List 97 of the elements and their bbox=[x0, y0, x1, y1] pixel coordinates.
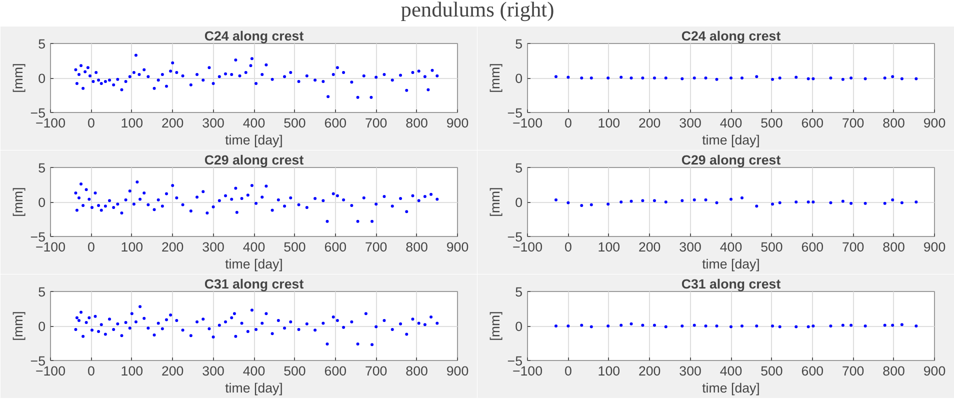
x-tick-label: 200 bbox=[161, 364, 184, 378]
x-axis-title: time [day] bbox=[702, 256, 760, 272]
x-tick-label: 100 bbox=[120, 240, 144, 254]
x-tick-label: 700 bbox=[364, 364, 388, 378]
x-tick-label: 700 bbox=[842, 116, 864, 130]
x-tick-label: 900 bbox=[923, 116, 946, 130]
x-tick-label: 100 bbox=[598, 364, 620, 378]
x-tick-label: 200 bbox=[161, 240, 184, 254]
y-tick-label: 5 bbox=[38, 36, 46, 52]
y-tick-label: 0 bbox=[515, 71, 523, 86]
x-tick-label: 300 bbox=[202, 364, 224, 378]
y-tick-label: −5 bbox=[30, 354, 46, 368]
y-axis-title: [mm] bbox=[10, 187, 26, 217]
y-tick-label: 5 bbox=[515, 284, 523, 300]
y-tick-label: 5 bbox=[38, 284, 46, 300]
x-tick-label: 100 bbox=[598, 116, 620, 130]
x-tick-label: 600 bbox=[801, 116, 824, 130]
x-tick-label: 900 bbox=[446, 116, 469, 130]
x-tick-label: 500 bbox=[760, 240, 783, 254]
y-tick-label: −5 bbox=[30, 106, 46, 120]
y-tick-label: 5 bbox=[38, 160, 46, 176]
x-tick-label: 400 bbox=[242, 116, 266, 130]
y-axis-title: [mm] bbox=[487, 311, 502, 341]
x-tick-label: 500 bbox=[760, 116, 783, 130]
x-tick-label: 600 bbox=[324, 240, 347, 254]
x-tick-label: 800 bbox=[882, 116, 905, 130]
x-tick-label: 900 bbox=[923, 364, 946, 378]
y-tick-label: 0 bbox=[38, 195, 46, 210]
x-tick-label: 100 bbox=[598, 240, 620, 254]
x-tick-label: 0 bbox=[564, 240, 572, 254]
x-tick-label: 0 bbox=[87, 240, 95, 254]
chart-title: C29 along crest bbox=[204, 152, 304, 168]
text: pendulums (right) bbox=[400, 0, 554, 22]
x-axis-title: time [day] bbox=[225, 256, 283, 272]
x-tick-label: 200 bbox=[638, 364, 661, 378]
y-tick-label: 5 bbox=[515, 36, 523, 52]
y-tick-label: 0 bbox=[38, 71, 46, 86]
x-tick-label: 400 bbox=[242, 240, 266, 254]
x-tick-label: 600 bbox=[801, 364, 824, 378]
y-tick-label: −5 bbox=[507, 354, 523, 368]
x-tick-label: 800 bbox=[406, 240, 428, 254]
chart-title: C24 along crest bbox=[204, 28, 304, 44]
x-tick-label: 800 bbox=[882, 240, 905, 254]
x-tick-label: 500 bbox=[284, 364, 306, 378]
x-tick-label: 800 bbox=[406, 364, 428, 378]
y-axis-title: [mm] bbox=[487, 187, 502, 217]
x-tick-label: 700 bbox=[364, 116, 388, 130]
x-tick-label: 400 bbox=[720, 364, 742, 378]
x-tick-label: 200 bbox=[161, 116, 184, 130]
y-tick-label: 5 bbox=[515, 160, 523, 176]
x-tick-label: 900 bbox=[446, 240, 469, 254]
x-tick-label: 800 bbox=[406, 116, 428, 130]
x-axis-title: time [day] bbox=[702, 380, 760, 396]
x-axis-title: time [day] bbox=[225, 380, 283, 396]
x-tick-label: 300 bbox=[679, 364, 702, 378]
x-tick-label: 800 bbox=[882, 364, 905, 378]
x-tick-label: 900 bbox=[446, 364, 469, 378]
x-tick-label: 0 bbox=[564, 364, 572, 378]
y-axis-title: [mm] bbox=[10, 311, 26, 341]
x-tick-label: 500 bbox=[760, 364, 783, 378]
x-tick-label: 200 bbox=[638, 116, 661, 130]
x-tick-label: 400 bbox=[242, 364, 266, 378]
x-tick-label: 600 bbox=[801, 240, 824, 254]
x-tick-label: 200 bbox=[638, 240, 661, 254]
x-tick-label: 0 bbox=[87, 116, 95, 130]
x-tick-label: 700 bbox=[842, 364, 864, 378]
x-tick-label: 100 bbox=[120, 364, 144, 378]
x-tick-label: 100 bbox=[120, 116, 144, 130]
x-tick-label: 300 bbox=[679, 116, 702, 130]
x-tick-label: 600 bbox=[324, 364, 347, 378]
chart-title: C31 along crest bbox=[204, 276, 304, 292]
x-tick-label: 300 bbox=[679, 240, 702, 254]
x-tick-label: 500 bbox=[284, 240, 306, 254]
x-tick-label: 300 bbox=[202, 240, 224, 254]
x-axis-title: time [day] bbox=[225, 132, 283, 148]
x-tick-label: 400 bbox=[720, 116, 742, 130]
y-tick-label: −5 bbox=[507, 106, 523, 120]
x-tick-label: 700 bbox=[364, 240, 388, 254]
y-tick-label: 0 bbox=[38, 319, 46, 334]
x-tick-label: 300 bbox=[202, 116, 224, 130]
y-tick-label: 0 bbox=[515, 195, 523, 210]
x-tick-label: 0 bbox=[87, 364, 95, 378]
x-tick-label: 500 bbox=[284, 116, 306, 130]
y-tick-label: 0 bbox=[515, 319, 523, 334]
x-tick-label: 400 bbox=[720, 240, 742, 254]
y-tick-label: −5 bbox=[507, 230, 523, 244]
chart-title: C24 along crest bbox=[681, 28, 782, 44]
y-tick-label: −5 bbox=[30, 230, 46, 244]
y-axis-title: [mm] bbox=[10, 63, 26, 93]
chart-title: C29 along crest bbox=[681, 152, 782, 168]
x-tick-label: 700 bbox=[842, 240, 864, 254]
x-tick-label: 0 bbox=[564, 116, 572, 130]
chart-title: C31 along crest bbox=[681, 276, 782, 292]
y-axis-title: [mm] bbox=[487, 63, 502, 93]
x-tick-label: 900 bbox=[923, 240, 946, 254]
x-tick-label: 600 bbox=[324, 116, 347, 130]
x-axis-title: time [day] bbox=[702, 132, 760, 148]
